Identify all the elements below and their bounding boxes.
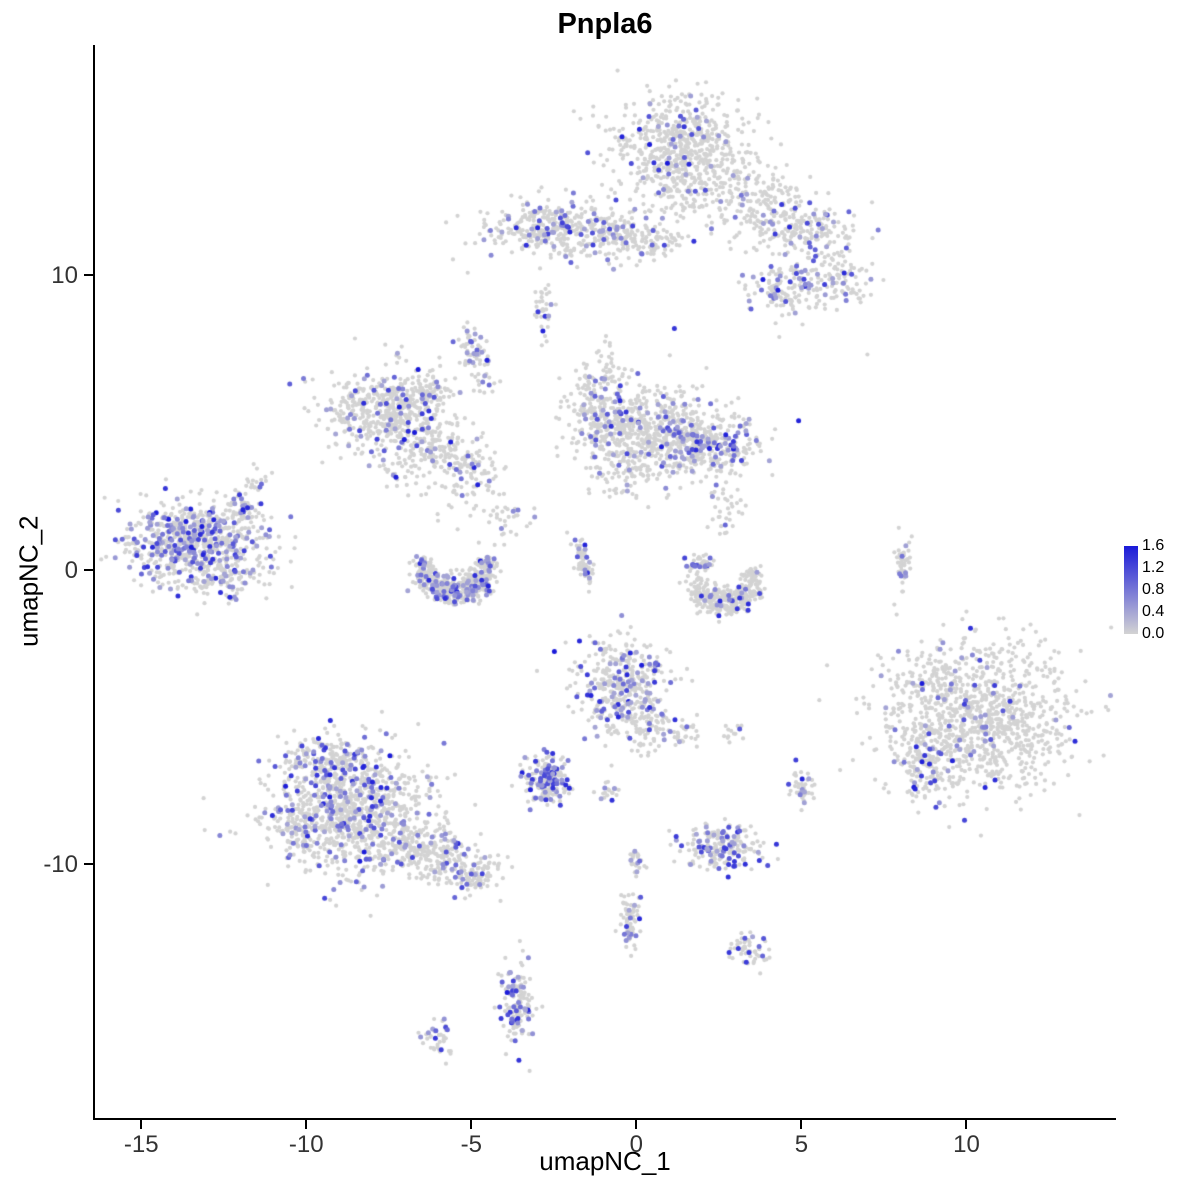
y-tick-mark [84,568,93,571]
x-tick-mark [965,1120,968,1129]
colorbar-tick-label: 0.4 [1142,603,1165,620]
y-axis-line [93,45,95,1120]
colorbar-tick-label: 0.8 [1142,581,1165,598]
x-tick-label: 10 [953,1131,980,1158]
x-tick-mark [140,1120,143,1129]
x-tick-label: 5 [794,1131,809,1158]
x-tick-label: -15 [123,1131,159,1158]
x-axis-label: umapNC_1 [539,1146,671,1176]
x-tick-mark [305,1120,308,1129]
colorbar-gradient [1124,546,1138,634]
x-tick-label: 0 [629,1131,644,1158]
colorbar-tick-label: 1.6 [1142,537,1165,554]
y-tick-mark [84,863,93,866]
y-tick-label: 10 [51,261,78,289]
y-tick-label: 0 [64,556,78,584]
plot-title: Pnpla6 [557,8,653,40]
colorbar-tick-label: 0.0 [1142,625,1165,642]
x-tick-label: -10 [288,1131,324,1158]
y-tick-mark [84,273,93,276]
x-tick-label: -5 [460,1131,482,1158]
x-tick-mark [635,1120,638,1129]
x-tick-mark [470,1120,473,1129]
x-tick-mark [800,1120,803,1129]
y-tick-label: -10 [43,851,78,879]
colorbar-tick-label: 1.2 [1142,559,1165,576]
x-axis-line [93,1118,1116,1120]
